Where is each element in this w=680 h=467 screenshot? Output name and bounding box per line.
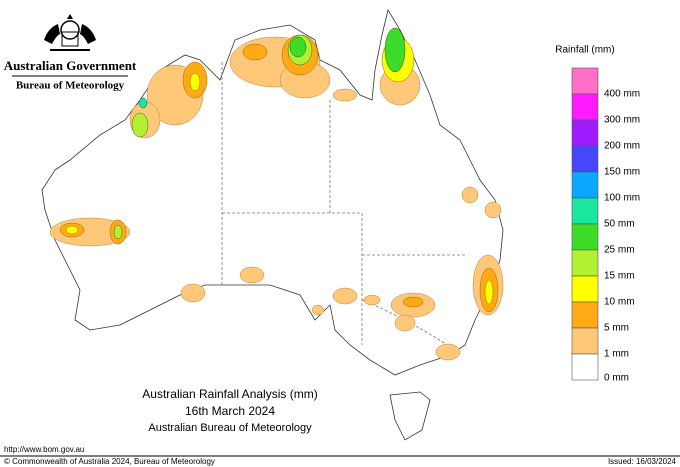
legend-swatch	[571, 119, 599, 147]
legend-swatch	[571, 223, 599, 251]
footer-copyright: © Commonwealth of Australia 2024, Bureau…	[4, 457, 215, 466]
government-name: Australian Government	[4, 58, 137, 73]
logo	[44, 14, 96, 51]
legend-label: 10 mm	[604, 297, 635, 308]
legend-label: 200 mm	[604, 141, 640, 152]
legend-label: 5 mm	[604, 323, 629, 334]
legend-swatch	[571, 67, 599, 95]
legend-swatch	[571, 249, 599, 277]
legend-swatch	[571, 197, 599, 225]
map-date: 16th March 2024	[185, 404, 275, 418]
legend-label: 400 mm	[604, 89, 640, 100]
legend-swatch	[571, 171, 599, 199]
legend-label: 300 mm	[604, 115, 640, 126]
footer-issued: Issued: 16/03/2024	[608, 457, 677, 466]
legend-label: 25 mm	[604, 245, 635, 256]
tasmania	[389, 391, 431, 441]
australia-map	[41, 8, 504, 441]
legend-swatch	[571, 145, 599, 173]
map-title: Australian Rainfall Analysis (mm)	[142, 387, 317, 401]
rainfall-areas	[49, 27, 504, 361]
footer-url: http://www.bom.gov.au	[4, 445, 84, 454]
legend-label: 50 mm	[604, 219, 635, 230]
legend-swatch	[571, 327, 599, 355]
legend-swatch	[571, 353, 599, 381]
legend-label: 1 mm	[604, 349, 629, 360]
legend-label: 0 mm	[604, 373, 629, 384]
legend-swatch	[571, 275, 599, 303]
legend-title: Rainfall (mm)	[555, 45, 614, 56]
map-source: Australian Bureau of Meteorology	[148, 422, 312, 434]
agency-name: Bureau of Meteorology	[16, 80, 125, 92]
legend-swatch	[571, 93, 599, 121]
legend-swatch	[571, 301, 599, 329]
legend-label: 100 mm	[604, 193, 640, 204]
legend-label: 15 mm	[604, 271, 635, 282]
state-borders	[221, 62, 465, 351]
legend: 400 mm 300 mm 200 mm 150 mm 100 mm 50 mm 25 mm…	[571, 67, 640, 384]
legend-label: 150 mm	[604, 167, 640, 178]
